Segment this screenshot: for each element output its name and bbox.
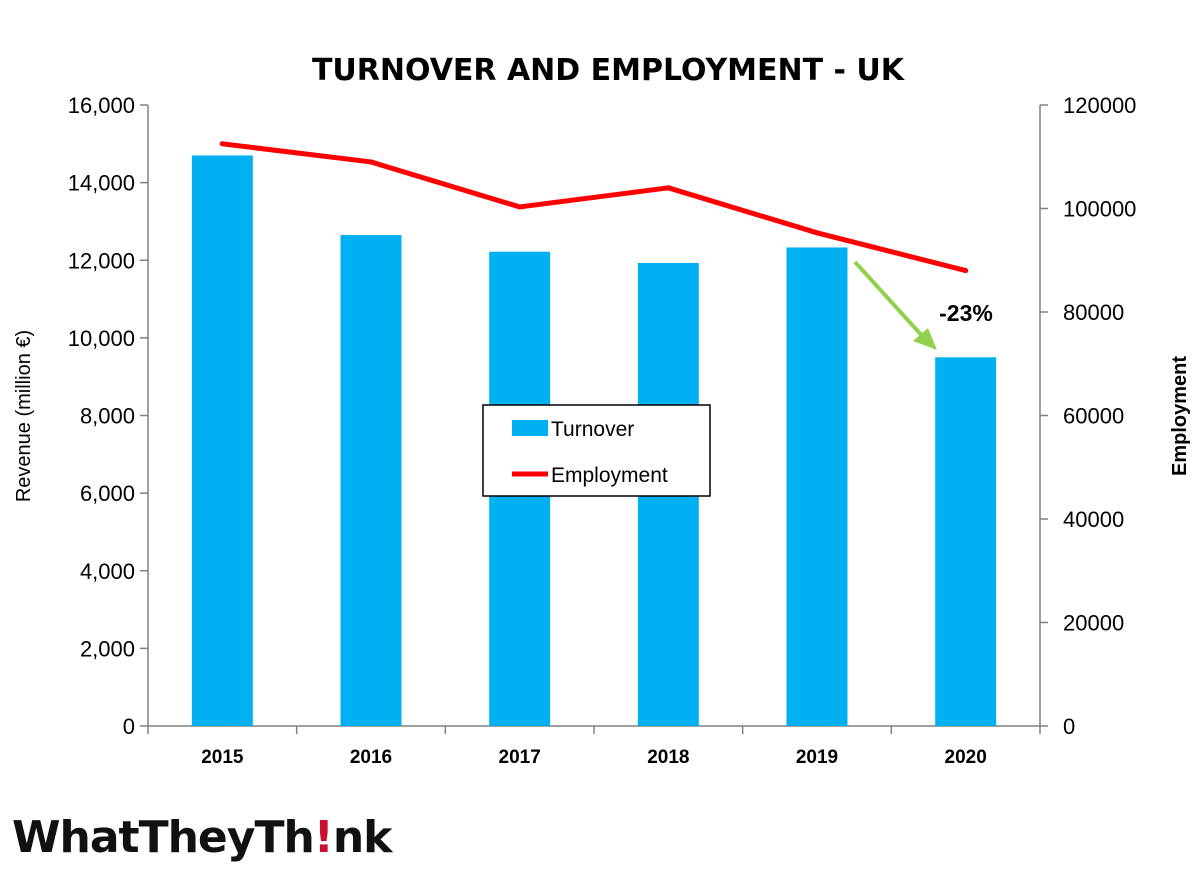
x-tick-label: 2017 (499, 747, 541, 768)
employment-line (219, 141, 969, 274)
right-axis-ticks: 0 20000 40000 60000 80000 100000 120000 (1040, 93, 1136, 739)
x-tick-label: 2015 (201, 747, 244, 768)
legend-label-turnover: Turnover (551, 418, 634, 441)
x-tick-label: 2019 (796, 747, 838, 768)
left-tick-label: 6,000 (80, 481, 135, 506)
legend-swatch-turnover (512, 420, 548, 436)
x-tick-label: 2020 (945, 747, 987, 768)
turnover-bar (935, 357, 997, 726)
right-tick-label: 0 (1063, 714, 1075, 739)
annotation-arrowhead (913, 328, 937, 350)
legend-label-employment: Employment (551, 464, 668, 487)
left-tick-label: 14,000 (68, 171, 135, 196)
chart-title: TURNOVER AND EMPLOYMENT - UK (312, 53, 906, 88)
employment-point (368, 159, 374, 165)
employment-point (219, 141, 225, 147)
employment-point (665, 185, 671, 191)
right-tick-label: 40000 (1063, 507, 1124, 532)
employment-point (814, 230, 820, 236)
turnover-bar (786, 247, 848, 726)
right-tick-label: 20000 (1063, 611, 1124, 636)
turnover-bar (191, 155, 253, 727)
left-tick-label: 0 (123, 714, 135, 739)
employment-point (517, 204, 523, 210)
annotation-text: -23% (939, 300, 993, 326)
left-tick-label: 8,000 (80, 404, 135, 429)
right-tick-label: 80000 (1063, 300, 1124, 325)
employment-line-series (219, 141, 969, 274)
logo-text: WhatTheyTh!nk (12, 812, 394, 863)
x-tick-label: 2016 (350, 747, 392, 768)
employment-point (963, 268, 969, 274)
annotation-arrow (853, 260, 927, 341)
annotation: -23% (853, 260, 993, 350)
right-axis-label: Employment (1169, 356, 1191, 476)
left-tick-label: 16,000 (68, 93, 135, 118)
legend: Turnover Employment (482, 404, 711, 497)
x-axis-ticks: 2015 2016 2017 2018 2019 2020 (147, 726, 1041, 768)
right-tick-label: 60000 (1063, 404, 1124, 429)
left-tick-label: 12,000 (68, 248, 135, 273)
right-tick-label: 100000 (1063, 197, 1136, 222)
turnover-bar (340, 235, 402, 726)
right-tick-label: 120000 (1063, 93, 1136, 118)
left-axis-ticks: 0 2,000 4,000 6,000 8,000 10,000 12,000 14,000 1… (68, 93, 148, 739)
left-tick-label: 4,000 (80, 559, 135, 584)
left-tick-label: 10,000 (68, 326, 135, 351)
left-axis-label: Revenue (million €) (13, 330, 35, 502)
left-tick-label: 2,000 (80, 636, 135, 661)
x-tick-label: 2018 (647, 747, 689, 768)
whattheythink-logo: WhatTheyTh!nk (12, 812, 395, 863)
